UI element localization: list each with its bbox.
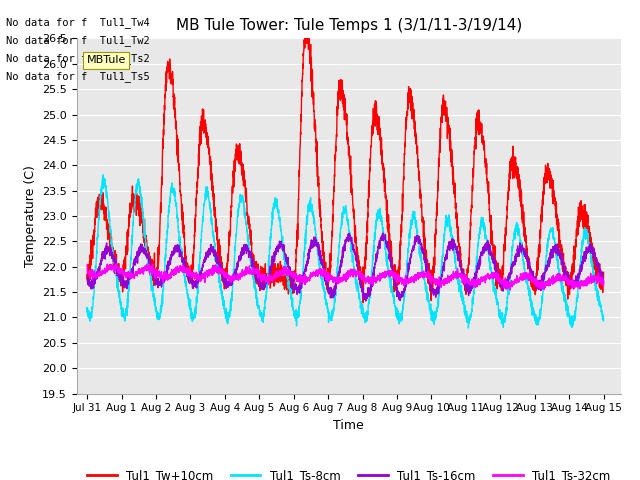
Text: No data for f  Tul1_Ts5: No data for f Tul1_Ts5 [6,72,150,83]
Text: No data for f  Tul1_Tw4: No data for f Tul1_Tw4 [6,17,150,28]
Legend: Tul1_Tw+10cm, Tul1_Ts-8cm, Tul1_Ts-16cm, Tul1_Ts-32cm: Tul1_Tw+10cm, Tul1_Ts-8cm, Tul1_Ts-16cm,… [83,465,615,480]
Text: MBTule: MBTule [86,55,126,65]
Text: No data for f  Tul1_Ts2: No data for f Tul1_Ts2 [6,53,150,64]
Y-axis label: Temperature (C): Temperature (C) [24,165,36,267]
Text: No data for f  Tul1_Tw2: No data for f Tul1_Tw2 [6,35,150,46]
X-axis label: Time: Time [333,419,364,432]
Title: MB Tule Tower: Tule Temps 1 (3/1/11-3/19/14): MB Tule Tower: Tule Temps 1 (3/1/11-3/19… [175,18,522,33]
